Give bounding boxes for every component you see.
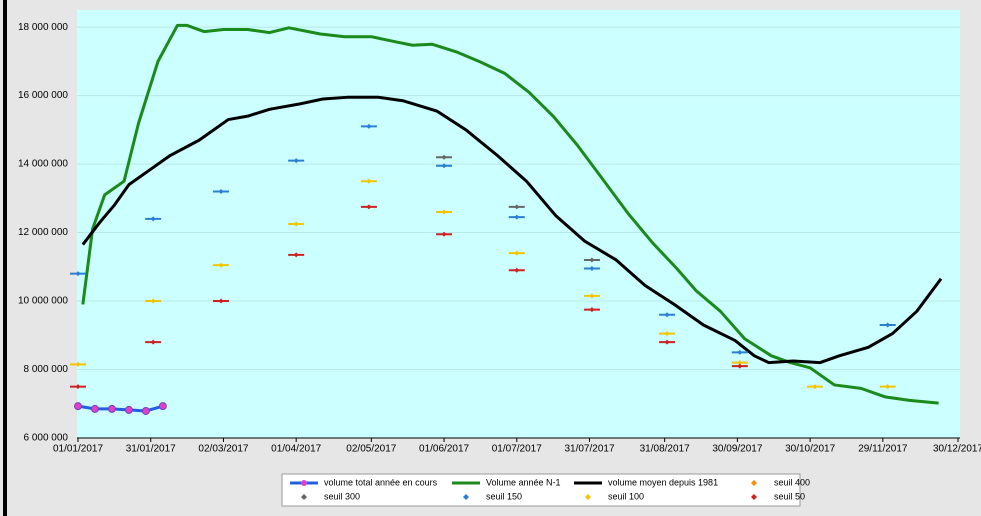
threshold-marker: [366, 123, 372, 129]
threshold-marker: [75, 384, 81, 390]
y-tick-label: 8 000 000: [24, 364, 69, 375]
threshold-marker: [664, 331, 670, 337]
threshold-marker: [737, 349, 743, 355]
threshold-marker: [218, 188, 224, 194]
threshold-marker: [664, 339, 670, 345]
x-tick-label: 02/03/2017: [198, 444, 248, 455]
threshold-marker: [664, 312, 670, 318]
legend-box: [281, 473, 801, 507]
threshold-marker: [150, 298, 156, 304]
threshold-marker: [514, 204, 520, 210]
legend-label: volume total année en cours: [324, 477, 438, 487]
x-tick-label: 01/06/2017: [419, 444, 469, 455]
threshold-marker: [514, 214, 520, 220]
legend-marker: [751, 494, 757, 500]
x-tick-label: 01/07/2017: [492, 444, 542, 455]
y-tick-label: 16 000 000: [18, 90, 68, 101]
legend-label: seuil 300: [324, 491, 360, 501]
legend-marker: [463, 494, 469, 500]
threshold-marker: [366, 204, 372, 210]
threshold-marker: [366, 178, 372, 184]
x-tick-label: 01/01/2017: [53, 444, 103, 455]
threshold-marker: [441, 209, 447, 215]
threshold-marker: [150, 216, 156, 222]
threshold-marker: [75, 361, 81, 367]
threshold-marker: [737, 363, 743, 369]
threshold-marker: [737, 360, 743, 366]
x-tick-label: 31/07/2017: [564, 444, 614, 455]
y-tick-label: 10 000 000: [18, 296, 68, 307]
threshold-marker: [75, 271, 81, 277]
legend-label: seuil 50: [774, 491, 805, 501]
threshold-marker: [293, 252, 299, 258]
left-border: [3, 0, 7, 516]
threshold-marker: [885, 384, 891, 390]
x-tick-label: 29/11/2017: [858, 444, 908, 455]
point-marker: [107, 404, 116, 413]
threshold-marker: [589, 307, 595, 313]
threshold-marker: [441, 231, 447, 237]
plot-area: [77, 10, 960, 438]
threshold-marker: [441, 163, 447, 169]
point-marker: [158, 402, 167, 411]
threshold-marker: [589, 266, 595, 272]
threshold-marker: [812, 384, 818, 390]
x-tick-label: 30/12/2017: [933, 444, 981, 455]
legend-marker: [301, 480, 307, 486]
threshold-marker: [218, 298, 224, 304]
threshold-marker: [441, 154, 447, 160]
y-tick-label: 14 000 000: [18, 159, 68, 170]
legend-label: volume moyen depuis 1981: [608, 477, 718, 487]
threshold-marker: [293, 158, 299, 164]
y-tick-label: 12 000 000: [18, 227, 68, 238]
series-line: [81, 23, 939, 405]
threshold-marker: [885, 322, 891, 328]
threshold-marker: [150, 339, 156, 345]
legend-marker: [301, 494, 307, 500]
legend-marker: [751, 480, 757, 486]
legend-label: seuil 100: [608, 491, 644, 501]
x-tick-label: 31/01/2017: [126, 444, 176, 455]
x-tick-label: 30/09/2017: [712, 444, 762, 455]
threshold-marker: [589, 257, 595, 263]
point-marker: [74, 402, 82, 411]
threshold-marker: [589, 293, 595, 299]
legend-label: seuil 400: [774, 477, 810, 487]
legend-label: Volume année N-1: [486, 477, 561, 487]
legend-marker: [585, 494, 591, 500]
x-tick-label: 31/08/2017: [640, 444, 690, 455]
x-tick-label: 02/05/2017: [346, 444, 396, 455]
threshold-marker: [293, 221, 299, 227]
point-marker: [124, 405, 133, 414]
x-tick-label: 30/10/2017: [785, 444, 835, 455]
legend-label: seuil 150: [486, 491, 522, 501]
threshold-marker: [514, 267, 520, 273]
point-marker: [90, 404, 99, 413]
threshold-marker: [218, 262, 224, 268]
series-line: [81, 95, 943, 365]
y-tick-label: 6 000 000: [24, 433, 69, 444]
x-tick-label: 01/04/2017: [271, 444, 321, 455]
point-marker: [141, 406, 150, 415]
y-tick-label: 18 000 000: [18, 22, 68, 33]
threshold-marker: [514, 250, 520, 256]
